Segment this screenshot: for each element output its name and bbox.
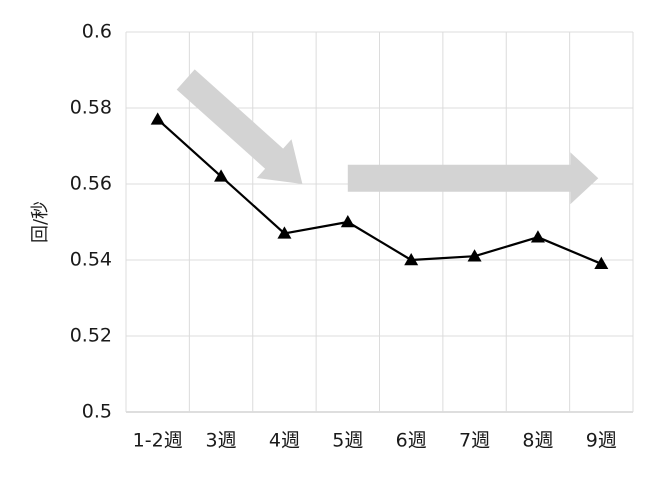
y-tick-label: 0.5 [82, 401, 112, 423]
y-axis-label: 回/秒 [30, 201, 51, 243]
x-tick-label: 1-2週 [133, 430, 183, 452]
y-tick-label: 0.58 [70, 97, 112, 119]
data-point-marker [530, 230, 545, 243]
x-axis-ticks: 1-2週 3週 4週 5週 6週 7週 8週 9週 [133, 430, 617, 452]
decline-arrow [176, 69, 303, 184]
x-tick-label: 7週 [459, 430, 490, 452]
data-point-marker [467, 249, 482, 262]
series-line [156, 118, 602, 265]
y-axis-ticks: 0.5 0.52 0.54 0.56 0.58 0.6 [70, 21, 112, 423]
y-tick-label: 0.52 [70, 325, 112, 347]
y-tick-label: 0.54 [70, 249, 112, 271]
data-point-marker [594, 256, 609, 270]
data-point-marker [277, 226, 292, 239]
data-point-marker [214, 169, 229, 182]
trend-arrows [176, 69, 599, 205]
data-point-marker [404, 253, 419, 266]
y-tick-label: 0.56 [70, 173, 112, 195]
grid-lines [125, 31, 634, 413]
series-line-group [150, 112, 609, 270]
x-tick-label: 3週 [206, 430, 237, 452]
y-tick-label: 0.6 [82, 21, 112, 43]
flat-arrow [347, 152, 599, 205]
x-tick-label: 6週 [396, 430, 427, 452]
x-tick-label: 9週 [586, 430, 617, 452]
data-point-marker [150, 112, 165, 125]
x-tick-label: 8週 [522, 430, 553, 452]
x-tick-label: 4週 [269, 430, 300, 452]
x-tick-label: 5週 [332, 430, 363, 452]
data-point-marker [340, 215, 355, 228]
